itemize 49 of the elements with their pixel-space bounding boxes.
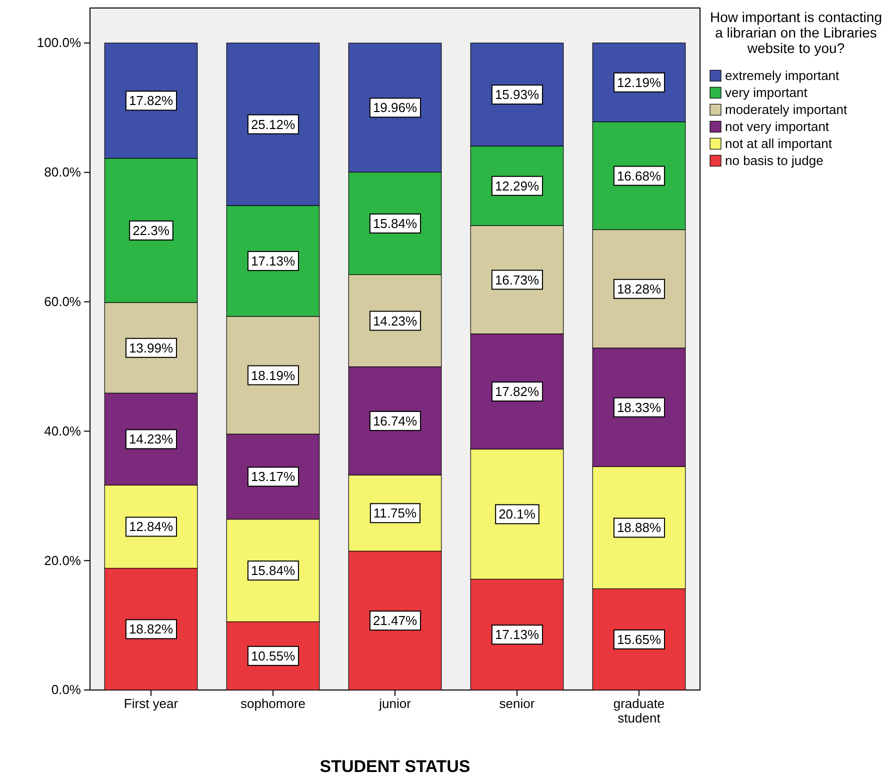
legend-label: not at all important — [725, 136, 832, 152]
data-label: 15.84% — [372, 216, 418, 231]
data-label: 14.23% — [128, 432, 174, 447]
data-label: 12.84% — [128, 519, 174, 534]
x-tick-label: First year — [124, 696, 179, 712]
y-tick-label: 20.0% — [44, 552, 82, 568]
legend-label: not very important — [725, 119, 830, 134]
data-label: 18.33% — [616, 400, 662, 415]
data-label: 14.23% — [372, 313, 418, 328]
data-label: 12.29% — [494, 178, 540, 194]
data-label: 15.84% — [250, 563, 296, 578]
data-label: 21.47% — [372, 613, 418, 628]
data-label: 19.96% — [372, 100, 418, 116]
data-label: 13.17% — [250, 469, 296, 484]
data-label: 18.82% — [128, 622, 174, 637]
data-label: 13.99% — [128, 340, 174, 356]
data-label: 17.82% — [128, 93, 174, 108]
legend-label: extremely important — [725, 68, 840, 84]
data-label: 16.74% — [372, 413, 418, 428]
data-label: 16.73% — [494, 272, 540, 288]
y-tick-label: 60.0% — [44, 294, 82, 309]
data-label: 18.19% — [250, 368, 296, 383]
data-label: 25.12% — [250, 116, 296, 132]
data-label: 15.93% — [494, 87, 540, 102]
legend-label: moderately important — [725, 102, 848, 118]
data-label: 10.55% — [250, 648, 296, 664]
data-label: 17.82% — [494, 384, 540, 400]
data-label: 17.13% — [250, 253, 296, 268]
y-tick-label: 40.0% — [44, 423, 82, 438]
data-label: 20.1% — [498, 506, 536, 522]
data-label: 18.28% — [616, 281, 662, 296]
data-label: 16.68% — [616, 168, 662, 184]
legend-title: How important is contacting a librarian on the Libraries website to you? — [710, 9, 882, 56]
legend-label: no basis to judge — [725, 153, 824, 168]
y-tick-label: 100.0% — [36, 35, 82, 50]
data-label: 17.13% — [494, 627, 540, 642]
y-tick-label: 0.0% — [51, 682, 82, 698]
y-tick-label: 80.0% — [44, 164, 82, 180]
x-tick-label: junior — [378, 696, 412, 712]
data-label: 11.75% — [373, 506, 417, 521]
legend-label: very important — [725, 85, 808, 100]
x-axis-title: STUDENT STATUS — [320, 757, 470, 776]
data-label: 18.88% — [616, 520, 662, 536]
x-tick-label: senior — [499, 696, 536, 712]
x-tick-label: sophomore — [240, 696, 306, 712]
data-label: 12.19% — [616, 74, 662, 90]
data-label: 15.65% — [616, 632, 662, 647]
x-tick-label: graduate student — [613, 696, 665, 726]
data-label: 22.3% — [132, 222, 170, 238]
